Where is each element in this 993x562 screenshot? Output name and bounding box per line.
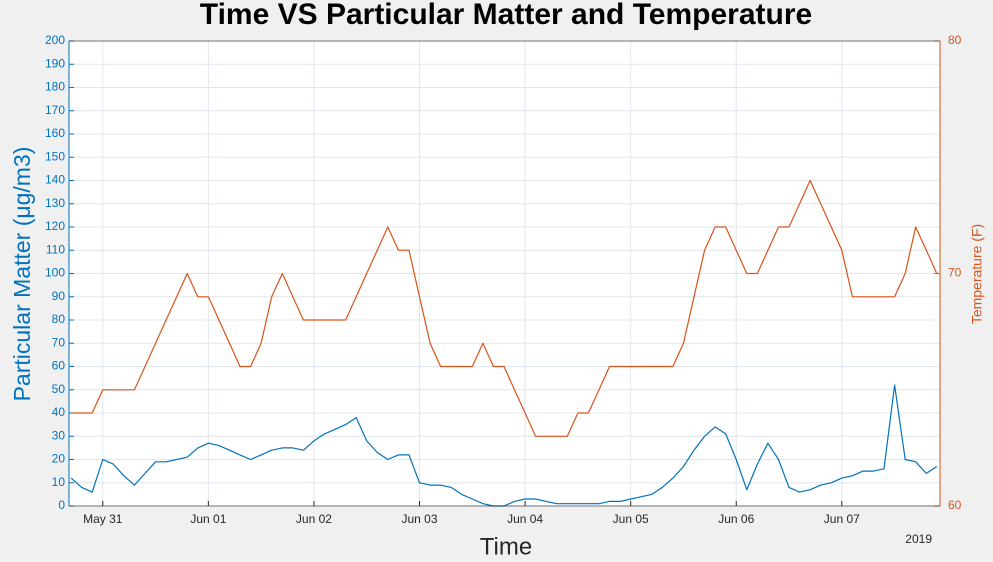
- y-tick-label: 130: [45, 196, 65, 210]
- x-tick-label: May 31: [83, 512, 123, 526]
- data-line: [71, 179, 938, 437]
- y-tick-label: 150: [45, 149, 65, 163]
- y-tick-label: 70: [52, 335, 66, 349]
- y-tick-label: 100: [45, 266, 65, 280]
- y-tick-label: 20: [52, 452, 66, 466]
- y-tick-label: 110: [46, 242, 65, 256]
- y-tick-label: 140: [45, 173, 65, 187]
- x-tick-label: Jun 06: [718, 512, 754, 526]
- y2-tick-label: 80: [948, 33, 962, 47]
- y-tick-label: 80: [52, 312, 66, 326]
- y-tick-label: 0: [58, 498, 65, 512]
- x-tick-label: Jun 02: [296, 512, 332, 526]
- x-axis-label: Time: [480, 533, 532, 560]
- chart-title: Time VS Particular Matter and Temperatur…: [200, 0, 812, 31]
- y-tick-label: 160: [45, 126, 65, 140]
- y-tick-label: 30: [52, 428, 66, 442]
- y-tick-label: 190: [45, 56, 65, 70]
- y-axis-label: Particular Matter (μg/m3): [9, 147, 35, 402]
- y-tick-label: 10: [52, 475, 66, 489]
- y-tick-label: 60: [52, 359, 66, 373]
- y-tick-label: 40: [52, 405, 66, 419]
- y2-axis-label: Temperature (F): [969, 224, 985, 324]
- y-tick-label: 170: [45, 103, 65, 117]
- x-tick-label: Jun 04: [507, 512, 543, 526]
- y-tick-label: 120: [45, 219, 65, 233]
- x-year-label: 2019: [905, 532, 932, 546]
- x-tick-label: Jun 01: [190, 512, 226, 526]
- x-tick-label: Jun 03: [401, 512, 437, 526]
- y-tick-label: 50: [52, 382, 66, 396]
- x-tick-label: Jun 05: [613, 512, 649, 526]
- y-tick-label: 200: [45, 33, 65, 47]
- x-tick-label: Jun 07: [824, 512, 860, 526]
- y-tick-label: 180: [45, 80, 65, 94]
- y2-tick-label: 70: [948, 266, 962, 280]
- y2-tick-label: 60: [948, 498, 962, 512]
- y-tick-label: 90: [52, 289, 66, 303]
